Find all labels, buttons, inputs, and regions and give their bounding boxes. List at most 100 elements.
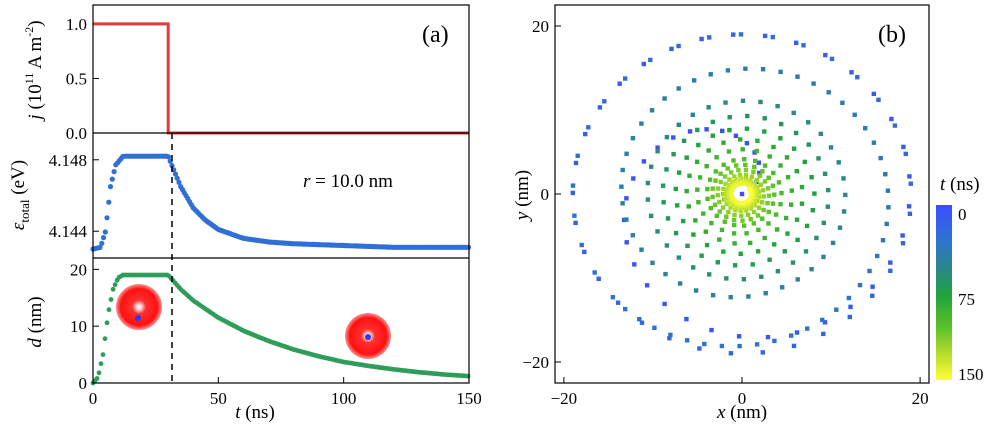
trajectory-point xyxy=(631,176,636,181)
trajectory-point xyxy=(730,196,735,201)
trajectory-point xyxy=(826,90,831,95)
trajectory-point xyxy=(803,249,809,254)
trajectory-point xyxy=(738,32,744,37)
trajectory-point xyxy=(637,317,642,322)
panel-b-xlabel: x (nm) xyxy=(716,402,767,423)
energy-point xyxy=(176,179,182,185)
trajectory-point xyxy=(704,164,709,169)
trajectory-point xyxy=(741,277,747,282)
trajectory-point xyxy=(748,240,753,246)
trajectory-point xyxy=(729,190,734,195)
trajectory-point xyxy=(741,223,747,228)
trajectory-point xyxy=(691,232,696,237)
current-ylabel: j (1011 A m-2) xyxy=(22,20,46,122)
trajectory-point xyxy=(748,178,753,183)
trajectory-point xyxy=(760,67,766,72)
trajectory-point xyxy=(649,164,654,169)
trajectory-point xyxy=(751,169,756,175)
trajectory-point xyxy=(903,151,908,157)
distance-point xyxy=(465,373,471,379)
trajectory-point xyxy=(610,295,616,300)
trajectory-point xyxy=(709,327,714,333)
trajectory-point xyxy=(713,178,718,183)
trajectory-point xyxy=(573,220,578,226)
trajectory-point xyxy=(676,122,681,127)
panel-a-frame xyxy=(92,4,470,384)
energy-subplot: 4.144 4.148 xyxy=(49,151,472,252)
trajectory-point xyxy=(722,219,727,224)
trajectory-point xyxy=(789,188,794,193)
trajectory-point xyxy=(720,192,726,197)
trajectory-point xyxy=(744,141,750,146)
trajectory-point xyxy=(639,121,644,126)
trajectory-point xyxy=(857,282,863,288)
trajectory-point xyxy=(828,145,834,150)
trajectory-point xyxy=(756,227,761,233)
trajectory-point xyxy=(751,221,756,226)
trajectory-point xyxy=(755,213,761,218)
trajectory-point xyxy=(767,257,772,262)
trajectory-point xyxy=(619,184,624,189)
trajectory-point xyxy=(779,121,784,127)
trajectory-point xyxy=(733,133,739,138)
trajectory-point xyxy=(668,332,673,338)
trajectory-point xyxy=(855,75,860,80)
trajectory-point xyxy=(729,183,734,189)
distance-point xyxy=(94,376,100,381)
trajectory-point xyxy=(708,205,713,211)
trajectory-point xyxy=(778,69,783,75)
trajectory-point xyxy=(740,218,745,223)
trajectory-point xyxy=(586,125,591,130)
colorbar-title: t (ns) xyxy=(940,174,980,195)
trajectory-point xyxy=(907,174,912,179)
trajectory-point xyxy=(907,211,913,216)
trajectory-point xyxy=(776,180,782,185)
trajectory-point xyxy=(725,68,731,73)
radius-annotation: r = 10.0 nm xyxy=(303,171,393,192)
trajectory-point xyxy=(834,307,839,312)
colorbar-tick-0: 0 xyxy=(958,205,967,224)
trajectory-point xyxy=(793,130,799,136)
trajectory-point xyxy=(710,119,715,125)
trajectory-point xyxy=(809,267,814,272)
trajectory-point xyxy=(724,195,729,200)
trajectory-point xyxy=(704,242,710,248)
trajectory-point xyxy=(692,78,697,83)
trajectory-point xyxy=(799,184,805,190)
trajectory-point xyxy=(623,76,628,81)
trajectory-point xyxy=(677,281,683,286)
trajectory-point xyxy=(739,191,745,197)
distance-subplot: 0 50 100 150 0 10 20 xyxy=(70,260,482,408)
trajectory-point xyxy=(699,253,704,258)
trajectory-point xyxy=(778,163,783,168)
trajectory-point xyxy=(878,155,883,161)
trajectory-point xyxy=(738,137,743,142)
trajectory-point xyxy=(745,212,751,217)
colorbar-tick-150: 150 xyxy=(958,365,984,384)
trajectory-point xyxy=(710,186,715,191)
trajectory-point xyxy=(802,159,807,165)
trajectory-point xyxy=(736,334,742,339)
trajectory-point xyxy=(754,194,759,199)
trajectory-point xyxy=(752,203,757,208)
trajectory-point xyxy=(686,204,691,209)
trajectory-point xyxy=(791,110,796,116)
trajectory-point xyxy=(709,220,714,226)
trajectory-point xyxy=(695,127,700,133)
trajectory-point xyxy=(783,215,789,221)
trajectory-point xyxy=(766,209,771,215)
trajectory-point xyxy=(648,213,654,219)
trajectory-point xyxy=(697,175,703,180)
trajectory-point xyxy=(886,205,891,210)
trajectory-point xyxy=(728,351,734,356)
trajectory-point xyxy=(799,201,805,206)
trajectory-point xyxy=(719,343,725,349)
trajectory-point xyxy=(743,176,749,181)
trajectory-point xyxy=(748,194,754,199)
distance-y-tick-label: 20 xyxy=(70,260,87,279)
panel-a-tag: (a) xyxy=(422,22,449,48)
energy-point xyxy=(107,184,114,190)
trajectory-point xyxy=(596,276,601,281)
trajectory-point xyxy=(621,217,627,223)
